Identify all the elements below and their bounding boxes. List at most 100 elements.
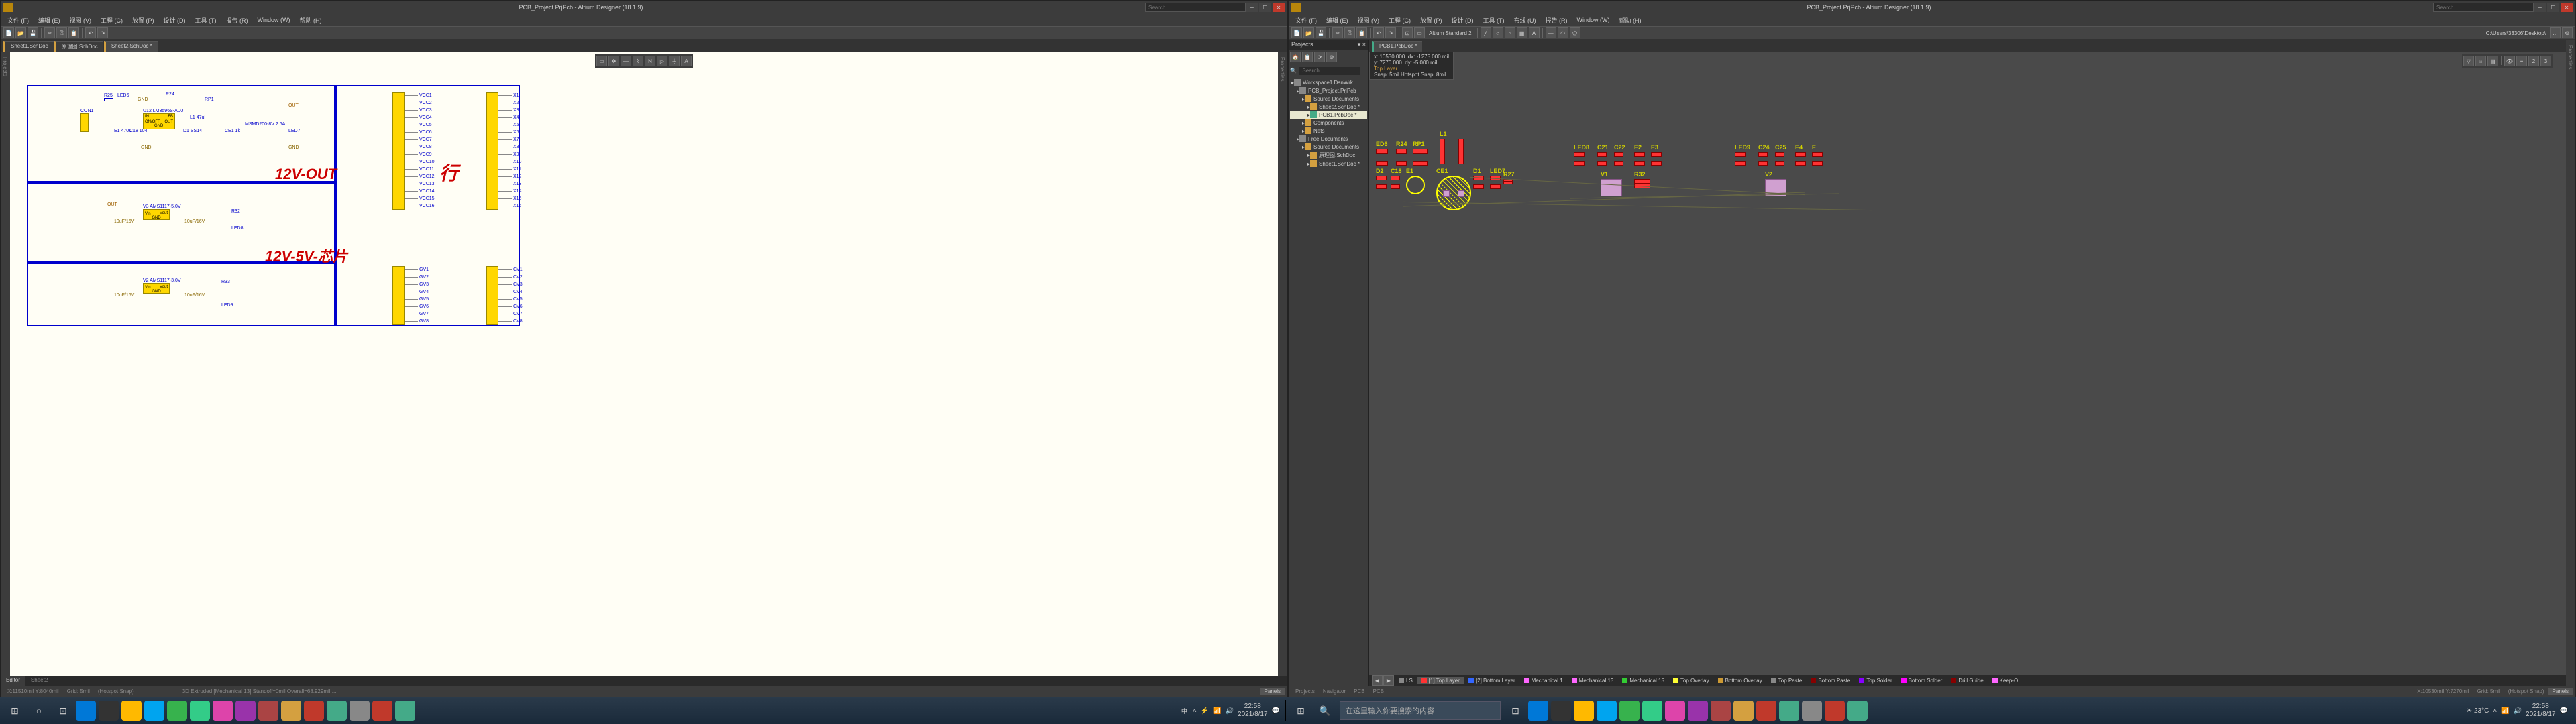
pcb-component[interactable]: RP1 [1413,149,1428,166]
fill-button[interactable]: ▦ [1517,27,1527,38]
menu-item[interactable]: 设计 (D) [1448,15,1478,26]
btab-pcb2[interactable]: PCB [1369,688,1388,695]
pcb-component[interactable]: E4 [1795,152,1806,166]
layer-tab[interactable]: Top Overlay [1669,677,1713,684]
paste-button[interactable]: 📋 [1356,27,1367,38]
pcb-component[interactable]: E3 [1651,152,1662,166]
layer-tab[interactable]: Bottom Paste [1807,677,1854,684]
menu-item[interactable]: 工具 (T) [1479,15,1509,26]
pcb-component[interactable]: C25 [1775,152,1784,166]
menu-item[interactable]: 编辑 (E) [1322,15,1352,26]
save-button[interactable]: 💾 [1316,27,1326,38]
menu-item[interactable]: 视图 (V) [1354,15,1384,26]
editor-tab-editor[interactable]: Editor [1,676,25,686]
menu-item[interactable]: Window (W) [1573,15,1614,25]
undo-button[interactable]: ↶ [85,27,96,38]
mask-tool[interactable]: ▤ [2487,56,2498,66]
tray-wifi-icon[interactable]: 📶 [1213,707,1221,715]
layer-tab[interactable]: Bottom Overlay [1714,677,1766,684]
tray-wifi-icon-2[interactable]: 📶 [2501,707,2509,715]
taskbar-app-icon[interactable] [1550,700,1572,721]
menu-item[interactable]: 报告 (R) [222,15,252,26]
pcb-component[interactable]: E1 [1406,176,1425,194]
tree-item[interactable]: ▸ Source Documents [1290,143,1367,151]
taskbar-app-icon[interactable] [144,700,165,721]
tree-item[interactable]: ▸ Source Documents [1290,95,1367,103]
copy-button[interactable]: ⎘ [1344,27,1355,38]
undo-button[interactable]: ↶ [1373,27,1384,38]
taskbar-app-icon[interactable] [1642,700,1663,721]
start-button-2[interactable]: ⊞ [1289,700,1313,721]
document-tab[interactable]: Sheet1.SchDoc [3,41,54,52]
tree-item[interactable]: ▸ PCB_Project.PrjPcb [1290,86,1367,95]
menu-item[interactable]: 帮助 (H) [296,15,326,26]
pcb-canvas[interactable]: x: 10530.000 dx: -1275.000 mil y: 7270.0… [1369,52,2566,675]
taskbar-app-icon[interactable] [1756,700,1777,721]
tray-up-icon-2[interactable]: ˄ [2493,707,2497,715]
pcb-component[interactable]: R32 [1634,179,1650,188]
copy-button[interactable]: ⎘ [56,27,67,38]
taskbar-app-icon[interactable] [326,700,347,721]
tree-item[interactable]: ▸ Components [1290,119,1367,127]
start-button[interactable]: ⊞ [3,700,27,721]
filter-tool[interactable]: ▽ [2463,56,2474,66]
taskbar-app-icon[interactable] [1687,700,1709,721]
route-button[interactable]: ╱ [1481,27,1491,38]
task-view-icon-2[interactable]: ⊡ [1503,700,1527,721]
redo-button[interactable]: ↷ [97,27,108,38]
side-tab-properties[interactable]: Properties [1278,52,1287,86]
pcb-component[interactable]: V1 [1601,179,1622,196]
menu-item[interactable]: 工程 (C) [1385,15,1415,26]
search-icon-2[interactable]: 🔍 [1313,700,1337,721]
tree-item[interactable]: ▸ Sheet1.SchDoc * [1290,160,1367,168]
2d-button[interactable]: 2 [2528,56,2539,66]
title-search-input[interactable] [2433,3,2534,12]
tray-notif-icon-2[interactable]: 💬 [2560,707,2568,715]
tree-item[interactable]: ▸ Free Documents [1290,135,1367,143]
document-tab[interactable]: Sheet2.SchDoc * [104,41,158,52]
settings-button[interactable]: ⚙ [2562,27,2573,38]
pcb-component[interactable]: L1 [1440,139,1464,164]
menu-item[interactable]: 工具 (T) [191,15,221,26]
tree-item[interactable]: ▸ PCB1.PcbDoc * [1290,111,1367,119]
tree-item[interactable]: ▸ 原理图.SchDoc [1290,151,1367,160]
menu-item[interactable]: 布线 (U) [1510,15,1540,26]
taskbar-app-icon[interactable] [1824,700,1845,721]
taskbar-app-icon[interactable] [394,700,416,721]
via-button[interactable]: ○ [1493,27,1503,38]
taskbar-app-icon[interactable] [1710,700,1731,721]
poly-button[interactable]: ⬠ [1570,27,1580,38]
toolbar-dropdown[interactable]: Altium Standard 2 [1426,30,1474,36]
close-button[interactable]: ✕ [1273,3,1285,12]
menu-item[interactable]: Window (W) [254,15,294,25]
tray-battery-icon[interactable]: ⚡ [1201,707,1209,715]
schematic-canvas[interactable]: ▭ ✥ — ⌇ N ▷ ⏚ A 12V-OUT 12V-5V-芯片 行 CON1 [10,52,1278,676]
minimize-button[interactable]: ─ [1246,3,1258,12]
wire-tool[interactable]: ⌇ [633,56,643,66]
layer-tab[interactable]: [2] Bottom Layer [1464,677,1519,684]
layer-tool[interactable]: ≡ [2516,56,2527,66]
highlight-tool[interactable]: ☼ [2475,56,2486,66]
tray-weather[interactable]: ☀ 23°C [2466,707,2489,715]
taskbar-app-icon[interactable] [189,700,211,721]
paste-button[interactable]: 📋 [68,27,79,38]
save-button[interactable]: 💾 [28,27,38,38]
taskbar-app-icon[interactable] [235,700,256,721]
line-button[interactable]: — [1546,27,1556,38]
taskbar-app-icon[interactable] [258,700,279,721]
cut-button[interactable]: ✂ [1332,27,1343,38]
place-tool[interactable]: — [621,56,631,66]
layer-next[interactable]: ▶ [1383,675,1394,686]
pcb-component[interactable]: D2 [1376,176,1387,189]
taskbar-app-icon[interactable] [1527,700,1549,721]
tray-clock[interactable]: 22:58 2021/8/17 [1238,703,1268,719]
zoom-fit-button[interactable]: ⊡ [1402,27,1413,38]
taskbar-app-icon[interactable] [75,700,97,721]
pcb-component[interactable]: C21 [1597,152,1607,166]
layer-tab[interactable]: LS [1395,677,1417,684]
btab-navigator[interactable]: Navigator [1319,688,1350,695]
menu-item[interactable]: 报告 (R) [1542,15,1572,26]
layer-tab[interactable]: Top Paste [1767,677,1807,684]
open-button[interactable]: 📂 [15,27,26,38]
panel-tool-4[interactable]: ⚙ [1326,52,1337,62]
